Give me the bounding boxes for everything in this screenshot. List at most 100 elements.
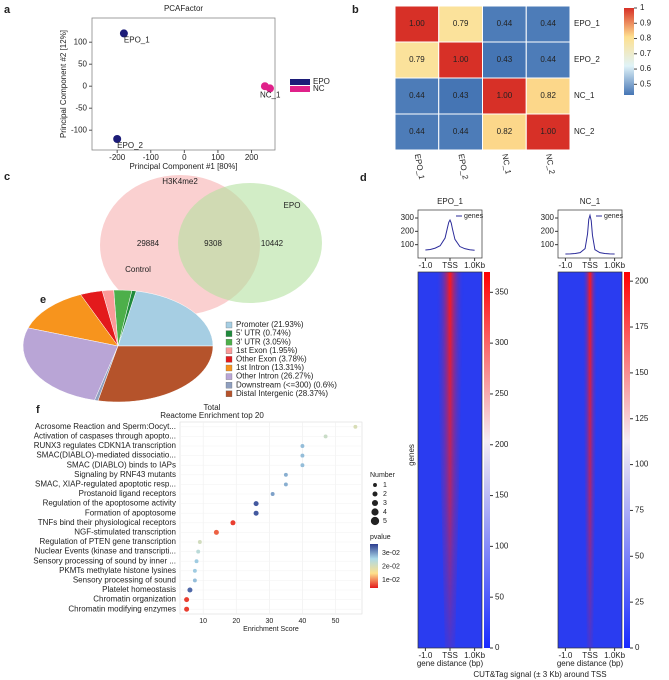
panel-label: b <box>352 4 359 16</box>
chart-subtitle: Reactome Enrichment top 20 <box>160 411 264 420</box>
legend-label: Other Exon (3.78%) <box>236 355 307 364</box>
heat-cell <box>394 113 440 151</box>
pie-slice <box>27 294 119 347</box>
legend-label: genes <box>464 213 484 220</box>
dot <box>196 549 201 554</box>
category-label: Sensory processing of sound by inner ... <box>33 556 176 565</box>
point-label: EPO_2 <box>117 141 143 150</box>
region-count: 29884 <box>137 239 160 248</box>
colorbar-label: 300 <box>495 338 509 347</box>
colorbar-label: 100 <box>635 460 649 469</box>
column-label: NC_2 <box>544 153 557 175</box>
point <box>260 82 269 91</box>
dot <box>253 501 259 507</box>
panel-label: a <box>4 4 11 16</box>
category-label: Chromatin modifying enzymes <box>68 604 176 613</box>
point-label: NC_1 <box>260 91 281 100</box>
heatmap-frame <box>557 271 623 649</box>
heat-cell <box>438 113 483 151</box>
colorbar-label: 0.6 <box>640 64 652 73</box>
x-tick-label: 0 <box>182 153 187 162</box>
column-label: NC_1 <box>500 153 513 175</box>
cell-label: 0.44 <box>540 19 556 28</box>
plot-frame <box>91 17 276 151</box>
region-count: 10442 <box>261 239 284 248</box>
y-tick-label: 300 <box>541 213 555 222</box>
column-label: EPO_2 <box>457 153 470 181</box>
cell-label: 1.00 <box>497 91 513 100</box>
dot <box>353 424 358 429</box>
x-tick-label: -200 <box>109 153 126 162</box>
colorbar-label: 3e-02 <box>382 550 400 557</box>
dot <box>192 578 197 583</box>
legend-label: 3' UTR (3.05%) <box>236 337 291 346</box>
x-tick-label: 100 <box>211 153 225 162</box>
x-axis-label: gene distance (bp) <box>417 659 484 668</box>
colorbar-label: 150 <box>495 491 509 500</box>
row-label: EPO_2 <box>574 55 600 64</box>
cell-label: 0.82 <box>497 127 513 136</box>
y-tick-label: 100 <box>541 240 555 249</box>
dot <box>184 597 190 603</box>
legend-title: pvalue <box>370 534 391 541</box>
panel-label: f <box>36 404 40 416</box>
cell-label: 0.44 <box>409 91 425 100</box>
heat-cell <box>482 77 527 115</box>
legend-label: 1 <box>383 482 387 489</box>
category-label: Regulation of PTEN gene transcription <box>39 537 176 546</box>
heat-cell <box>525 5 571 43</box>
point-label: EPO_1 <box>124 36 150 45</box>
profile-line <box>565 213 615 255</box>
colorbar <box>624 272 630 648</box>
legend-swatch <box>225 390 233 397</box>
legend-label: 2 <box>383 491 387 498</box>
legend-label: Promoter (21.93%) <box>236 320 304 329</box>
category-label: SMAC (DIABLO) binds to IAPs <box>67 460 176 469</box>
cell-label: 0.82 <box>540 91 556 100</box>
legend-dot <box>370 516 380 526</box>
row-label: NC_1 <box>574 91 595 100</box>
cell-label: 0.44 <box>497 19 513 28</box>
x-tick-label: 200 <box>245 153 259 162</box>
y-tick-label: 50 <box>78 59 87 68</box>
panel-label: d <box>360 172 367 184</box>
legend-label: 5 <box>383 518 387 525</box>
category-label: Formation of apoptosome <box>85 508 177 517</box>
colorbar-label: 0.8 <box>640 34 652 43</box>
legend-label: Other Intron (26.27%) <box>236 372 314 381</box>
category-label: Chromatin organization <box>93 595 176 604</box>
heat-cell <box>394 41 440 79</box>
cell-label: 0.44 <box>540 55 556 64</box>
heat-cell <box>482 5 527 43</box>
heat-cell <box>525 113 571 151</box>
heat-cell <box>438 41 483 79</box>
profile-title: EPO_1 <box>437 197 463 206</box>
category-label: Platelet homeostasis <box>102 585 176 594</box>
legend-swatch <box>225 382 233 389</box>
row-label: EPO_1 <box>574 19 600 28</box>
dot <box>253 510 259 516</box>
x-tick-label: -1.0 <box>558 651 572 660</box>
colorbar-label: 175 <box>635 322 649 331</box>
point <box>113 135 122 143</box>
colorbar <box>370 544 378 588</box>
chart-title: PCAFactor <box>164 4 203 13</box>
dot <box>270 492 275 496</box>
cell-label: 0.79 <box>409 55 425 64</box>
set-label: EPO <box>284 201 301 210</box>
cell-label: 0.43 <box>497 55 513 64</box>
cell-label: 0.79 <box>453 19 469 28</box>
colorbar-label: 0.9 <box>640 18 652 27</box>
legend-label: genes <box>604 213 624 220</box>
category-label: PKMTs methylate histone lysines <box>59 566 176 575</box>
colorbar-label: 150 <box>635 368 649 377</box>
region-count: 9308 <box>204 239 222 248</box>
pie-slice <box>22 327 119 401</box>
x-axis-label: Enrichment Score <box>243 626 299 633</box>
legend-dot <box>371 499 379 507</box>
legend-swatch <box>225 330 233 337</box>
y-tick-label: 100 <box>74 37 88 46</box>
x-tick-label: 1.0Kb <box>604 261 625 270</box>
x-tick-label: 1.0Kb <box>464 651 485 660</box>
